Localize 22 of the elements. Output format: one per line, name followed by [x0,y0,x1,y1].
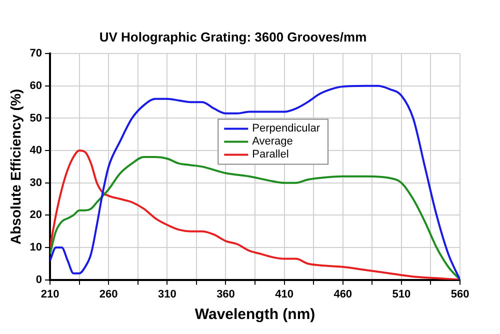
y-tick-label: 50 [30,112,42,124]
legend-label: Perpendicular [252,122,320,135]
x-tick-label: 510 [392,288,411,300]
y-tick-label: 20 [30,209,42,222]
y-tick-label: 30 [30,176,42,189]
x-axis-title: Wavelength (nm) [194,306,316,324]
y-tick-label: 10 [30,242,42,254]
y-tick-label: 60 [30,80,42,92]
y-axis-title: Absolute Efficiency (%) [7,88,24,244]
x-tick-label: 210 [40,288,60,300]
chart-title: UV Holographic Grating: 3600 Grooves/mm [99,29,367,44]
legend-label: Parallel [252,148,289,161]
legend-label: Average [252,136,293,148]
x-tick-label: 410 [275,288,294,300]
y-tick-label: 40 [30,144,42,157]
y-tick-label: 70 [30,48,42,60]
y-tick-label: 0 [36,274,42,286]
x-tick-label: 260 [99,288,118,300]
x-tick-label: 310 [158,288,176,300]
x-tick-label: 460 [334,288,352,300]
x-tick-label: 360 [216,288,235,300]
x-tick-label: 560 [450,288,470,300]
